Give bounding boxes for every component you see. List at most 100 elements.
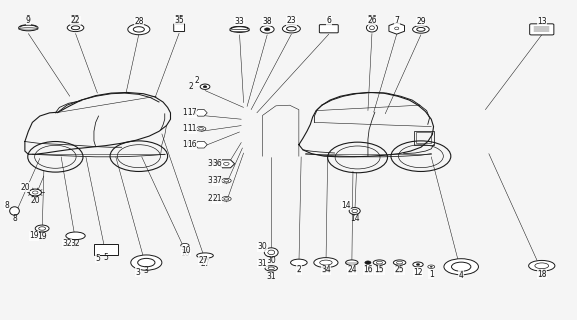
Ellipse shape: [373, 260, 385, 265]
Ellipse shape: [529, 260, 555, 271]
Ellipse shape: [268, 267, 274, 270]
Text: 17: 17: [182, 108, 192, 117]
Text: 35: 35: [174, 16, 184, 25]
Text: 2: 2: [297, 265, 301, 275]
Text: 21: 21: [207, 194, 217, 204]
Text: 4: 4: [459, 270, 464, 279]
Ellipse shape: [395, 27, 399, 30]
Text: 31: 31: [258, 259, 267, 268]
Text: 13: 13: [537, 17, 546, 26]
Text: 2: 2: [188, 82, 193, 91]
Text: 14: 14: [341, 201, 351, 210]
Text: 14: 14: [350, 214, 359, 223]
Polygon shape: [218, 160, 235, 168]
Ellipse shape: [346, 260, 358, 265]
Text: 32: 32: [71, 239, 80, 248]
Text: 22: 22: [71, 16, 80, 25]
Ellipse shape: [133, 27, 144, 32]
Text: 24: 24: [347, 265, 357, 275]
Text: 37: 37: [207, 176, 217, 185]
Text: 26: 26: [367, 15, 377, 24]
Text: 11: 11: [182, 124, 192, 133]
Ellipse shape: [230, 29, 249, 32]
Ellipse shape: [10, 207, 20, 215]
Ellipse shape: [32, 191, 38, 194]
Ellipse shape: [444, 259, 478, 275]
Text: 1: 1: [429, 270, 434, 279]
Ellipse shape: [200, 84, 210, 89]
Text: 30: 30: [258, 242, 268, 251]
Text: 16: 16: [187, 140, 197, 149]
Ellipse shape: [230, 26, 249, 32]
Text: 10: 10: [181, 246, 191, 255]
Ellipse shape: [349, 208, 360, 214]
Text: 20: 20: [31, 196, 40, 205]
Text: 17: 17: [187, 108, 197, 117]
Text: 16: 16: [182, 140, 192, 149]
Text: 8: 8: [4, 201, 9, 210]
Ellipse shape: [417, 28, 425, 31]
Ellipse shape: [35, 225, 49, 232]
Text: 30: 30: [267, 256, 276, 265]
Text: 12: 12: [413, 268, 423, 277]
Ellipse shape: [264, 28, 270, 31]
Text: 9: 9: [26, 16, 31, 25]
Ellipse shape: [394, 260, 406, 265]
Ellipse shape: [197, 253, 213, 258]
Text: 5: 5: [104, 253, 108, 262]
Ellipse shape: [128, 24, 150, 35]
Text: 19: 19: [38, 232, 47, 241]
Text: 18: 18: [537, 269, 546, 278]
Ellipse shape: [222, 179, 231, 183]
Ellipse shape: [369, 26, 374, 30]
Ellipse shape: [39, 227, 46, 230]
Ellipse shape: [264, 248, 278, 257]
Ellipse shape: [18, 28, 38, 30]
Ellipse shape: [366, 24, 377, 32]
Polygon shape: [195, 109, 207, 116]
Ellipse shape: [268, 250, 275, 255]
Text: 11: 11: [187, 124, 197, 133]
Ellipse shape: [287, 27, 296, 31]
Bar: [93, 244, 118, 255]
Text: 2: 2: [297, 266, 301, 275]
FancyBboxPatch shape: [319, 25, 338, 33]
Text: 2: 2: [194, 76, 199, 85]
Text: 23: 23: [287, 16, 296, 25]
Text: 22: 22: [71, 15, 80, 24]
Ellipse shape: [376, 261, 383, 264]
Ellipse shape: [413, 26, 429, 33]
Ellipse shape: [428, 265, 434, 268]
Text: 21: 21: [212, 194, 222, 204]
Ellipse shape: [413, 262, 423, 267]
FancyBboxPatch shape: [530, 24, 554, 35]
Ellipse shape: [352, 209, 358, 213]
Ellipse shape: [452, 262, 471, 271]
Text: 3: 3: [135, 268, 140, 277]
Text: 23: 23: [287, 16, 296, 25]
Text: 36: 36: [207, 159, 217, 168]
Text: 31: 31: [267, 272, 276, 281]
Ellipse shape: [320, 260, 332, 265]
Text: 28: 28: [134, 17, 144, 26]
Text: 27: 27: [198, 256, 208, 265]
Text: 13: 13: [537, 17, 546, 26]
Ellipse shape: [282, 25, 301, 33]
Text: 36: 36: [212, 159, 222, 168]
Ellipse shape: [198, 128, 204, 130]
Text: 27: 27: [200, 259, 210, 268]
Text: 6: 6: [327, 16, 331, 25]
Text: 7: 7: [394, 16, 399, 25]
Text: 29: 29: [416, 17, 426, 26]
Text: 34: 34: [321, 265, 331, 275]
Ellipse shape: [430, 266, 432, 267]
Ellipse shape: [260, 26, 274, 33]
Ellipse shape: [203, 86, 207, 88]
Ellipse shape: [68, 24, 84, 32]
Ellipse shape: [138, 258, 155, 267]
Polygon shape: [195, 141, 207, 148]
Text: 7: 7: [394, 16, 399, 25]
Text: 16: 16: [363, 265, 373, 275]
Text: 4: 4: [459, 271, 464, 280]
Ellipse shape: [72, 26, 80, 30]
